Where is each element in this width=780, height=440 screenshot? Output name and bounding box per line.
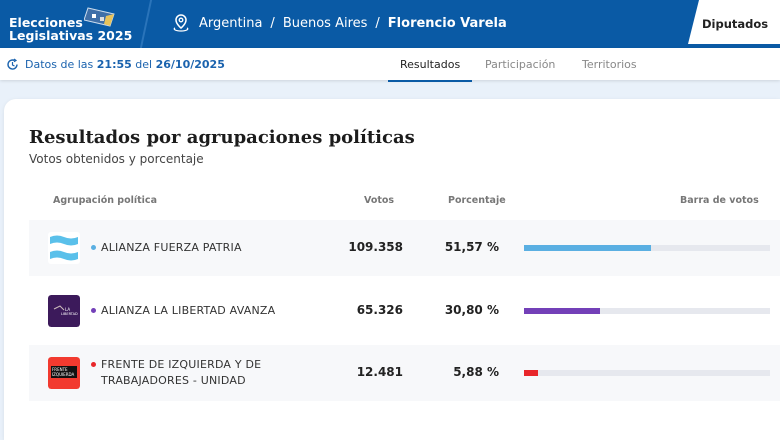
party-name: ALIANZA LA LIBERTAD AVANZA bbox=[91, 303, 275, 319]
update-prefix: Datos de las bbox=[25, 58, 94, 71]
tab-territorios[interactable]: Territorios bbox=[582, 58, 637, 71]
breadcrumb-country[interactable]: Argentina bbox=[199, 15, 263, 31]
sub-bar: Datos de las 21:55 del 26/10/2025 Result… bbox=[0, 48, 780, 82]
brand-title[interactable]: Elecciones Legislativas 2025 bbox=[9, 16, 132, 42]
location-pin-icon bbox=[173, 14, 189, 32]
col-header-bar: Barra de votos bbox=[680, 195, 759, 206]
percent-value: 30,80 % bbox=[444, 303, 499, 317]
table-row: LA LIBERTAD ALIANZA LA LIBERTAD AVANZA 65… bbox=[29, 283, 780, 339]
party-name-text: ALIANZA LA LIBERTAD AVANZA bbox=[101, 304, 276, 317]
refresh-clock-icon bbox=[7, 58, 18, 70]
section-title: Resultados por agrupaciones políticas bbox=[29, 127, 415, 148]
svg-text:LA: LA bbox=[65, 307, 70, 312]
vote-bar-fill bbox=[524, 308, 600, 314]
section-subtitle: Votos obtenidos y porcentaje bbox=[29, 152, 204, 166]
votes-value: 109.358 bbox=[348, 240, 403, 254]
brand-line1: Elecciones bbox=[9, 15, 83, 30]
tab-participacion[interactable]: Participación bbox=[485, 58, 556, 71]
brand-line2: Legislativas 2025 bbox=[9, 28, 133, 43]
vote-bar bbox=[524, 245, 770, 251]
vote-bar-fill bbox=[524, 245, 651, 251]
table-row: FRENTE IZQUIERDA FRENTE DE IZQUIERDA Y DE… bbox=[29, 345, 780, 401]
party-name: ALIANZA FUERZA PATRIA bbox=[91, 240, 242, 256]
header-divider bbox=[139, 0, 153, 48]
vote-bar-fill bbox=[524, 370, 539, 376]
table-row: ALIANZA FUERZA PATRIA 109.358 51,57 % bbox=[29, 220, 780, 276]
app-header: Elecciones Legislativas 2025 Argentina / … bbox=[0, 0, 780, 48]
breadcrumb: Argentina / Buenos Aires / Florencio Var… bbox=[171, 13, 507, 33]
vote-bar bbox=[524, 308, 770, 314]
results-card: Resultados por agrupaciones políticas Vo… bbox=[4, 99, 780, 440]
votes-value: 65.326 bbox=[356, 303, 403, 317]
update-timestamp: Datos de las 21:55 del 26/10/2025 bbox=[6, 58, 225, 71]
party-color-dot bbox=[91, 245, 96, 250]
party-color-dot bbox=[91, 308, 96, 313]
col-header-party: Agrupación política bbox=[53, 195, 157, 206]
breadcrumb-province[interactable]: Buenos Aires bbox=[282, 15, 368, 31]
tab-diputados-label: Diputados bbox=[702, 17, 769, 31]
fuerza-patria-logo-icon bbox=[48, 232, 80, 264]
votes-value: 12.481 bbox=[356, 365, 403, 379]
party-name-text: FRENTE DE IZQUIERDA Y DE TRABAJADORES - … bbox=[101, 358, 262, 387]
tab-resultados[interactable]: Resultados bbox=[388, 58, 473, 82]
breadcrumb-separator: / bbox=[270, 15, 275, 31]
party-name-text: ALIANZA FUERZA PATRIA bbox=[101, 241, 242, 254]
tab-diputados[interactable]: Diputados bbox=[688, 0, 780, 44]
ballot-logo-icon bbox=[84, 7, 115, 27]
percent-value: 51,57 % bbox=[444, 240, 499, 254]
percent-value: 5,88 % bbox=[453, 365, 499, 379]
update-time: 21:55 bbox=[96, 58, 132, 71]
svg-text:FRENTE: FRENTE bbox=[52, 367, 68, 372]
breadcrumb-separator: / bbox=[375, 15, 380, 31]
vote-bar bbox=[524, 370, 770, 376]
col-header-votes: Votos bbox=[364, 195, 395, 206]
party-color-dot bbox=[91, 362, 96, 367]
col-header-percent: Porcentaje bbox=[448, 195, 506, 206]
svg-text:IZQUIERDA: IZQUIERDA bbox=[52, 372, 74, 377]
party-name: FRENTE DE IZQUIERDA Y DE TRABAJADORES - … bbox=[91, 357, 281, 389]
breadcrumb-municipality: Florencio Varela bbox=[387, 15, 507, 31]
svg-text:LIBERTAD: LIBERTAD bbox=[61, 312, 78, 316]
update-mid: del bbox=[135, 58, 153, 71]
update-date: 26/10/2025 bbox=[155, 58, 225, 71]
